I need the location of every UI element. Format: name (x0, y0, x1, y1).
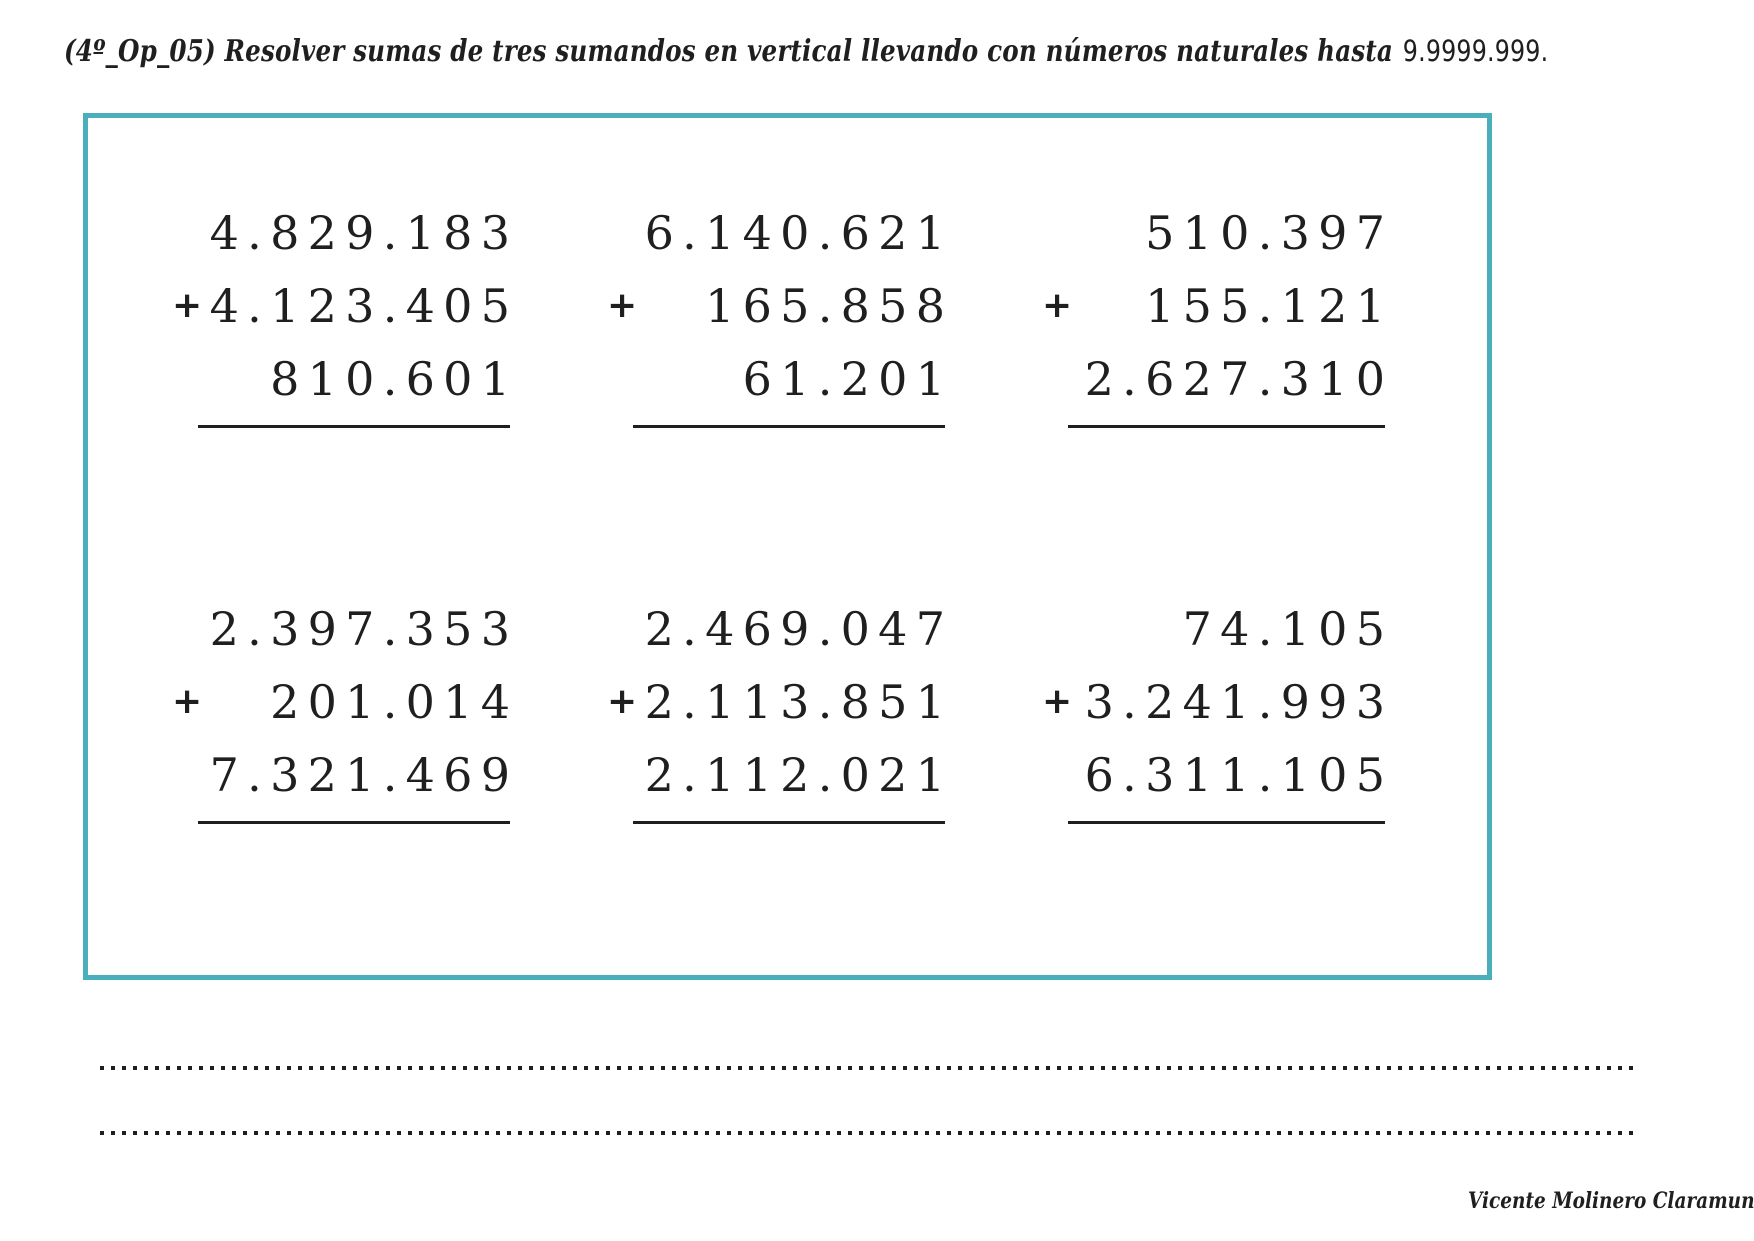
plus-sign: + (172, 285, 203, 326)
addend-row: + 165.858 (605, 275, 945, 348)
addend-value: 3.241.993 (1084, 675, 1394, 729)
plus-sign: + (1042, 681, 1073, 722)
addition-problem-6: 74.105 + 3.241.993 6.311.105 (1040, 598, 1385, 824)
author-signature: Vicente Molinero Claramunt (1468, 1188, 1754, 1214)
plus-sign: + (607, 681, 638, 722)
addend-value: 6.140.621 (644, 206, 954, 260)
page-title: (4º_Op_05) Resolver sumas de tres sumand… (64, 34, 1548, 69)
writing-line-1 (100, 1066, 1640, 1070)
addend-row: 6.140.621 (605, 202, 945, 275)
addend-row: + 201.014 (170, 671, 510, 744)
sum-line (1068, 821, 1385, 824)
sum-line (633, 821, 945, 824)
addend-value: 2.469.047 (644, 602, 954, 656)
addend-row: 2.397.353 (170, 598, 510, 671)
addend-row: 61.201 (605, 348, 945, 421)
addend-row: + 4.123.405 (170, 275, 510, 348)
addend-value: 2.113.851 (644, 675, 954, 729)
addend-row: 7.321.469 (170, 744, 510, 817)
addend-value: 4.123.405 (209, 279, 519, 333)
plus-sign: + (607, 285, 638, 326)
addend-row: 2.112.021 (605, 744, 945, 817)
addend-value: 74.105 (1182, 602, 1394, 656)
addend-row: + 2.113.851 (605, 671, 945, 744)
sum-line (633, 425, 945, 428)
addition-problem-2: 6.140.621 + 165.858 61.201 (605, 202, 945, 428)
addend-value: 61.201 (742, 352, 954, 406)
addend-value: 6.311.105 (1084, 748, 1394, 802)
title-limit-number: 9.9999.999. (1402, 34, 1549, 68)
addend-row: 510.397 (1040, 202, 1385, 275)
addend-value: 2.627.310 (1084, 352, 1394, 406)
addend-row: 74.105 (1040, 598, 1385, 671)
addend-row: + 155.121 (1040, 275, 1385, 348)
worksheet-box: 4.829.183 + 4.123.405 810.601 6.140.621 … (83, 113, 1492, 980)
addition-problem-1: 4.829.183 + 4.123.405 810.601 (170, 202, 510, 428)
addend-value: 510.397 (1145, 206, 1394, 260)
addend-value: 4.829.183 (209, 206, 519, 260)
title-text: (4º_Op_05) Resolver sumas de tres sumand… (64, 34, 1393, 69)
addition-problem-3: 510.397 + 155.121 2.627.310 (1040, 202, 1385, 428)
addend-value: 155.121 (1145, 279, 1394, 333)
addend-row: 2.627.310 (1040, 348, 1385, 421)
addend-value: 2.397.353 (209, 602, 519, 656)
addition-problem-5: 2.469.047 + 2.113.851 2.112.021 (605, 598, 945, 824)
addend-row: 810.601 (170, 348, 510, 421)
plus-sign: + (1042, 285, 1073, 326)
addend-row: 6.311.105 (1040, 744, 1385, 817)
addend-value: 2.112.021 (644, 748, 954, 802)
addend-value: 810.601 (270, 352, 519, 406)
addition-problem-4: 2.397.353 + 201.014 7.321.469 (170, 598, 510, 824)
writing-line-2 (100, 1131, 1640, 1135)
addend-row: 2.469.047 (605, 598, 945, 671)
addend-value: 165.858 (705, 279, 954, 333)
sum-line (198, 425, 510, 428)
problems-grid: 4.829.183 + 4.123.405 810.601 6.140.621 … (88, 118, 1487, 975)
sum-line (1068, 425, 1385, 428)
addend-row: 4.829.183 (170, 202, 510, 275)
addend-value: 201.014 (270, 675, 519, 729)
sum-line (198, 821, 510, 824)
addend-row: + 3.241.993 (1040, 671, 1385, 744)
addend-value: 7.321.469 (209, 748, 519, 802)
plus-sign: + (172, 681, 203, 722)
